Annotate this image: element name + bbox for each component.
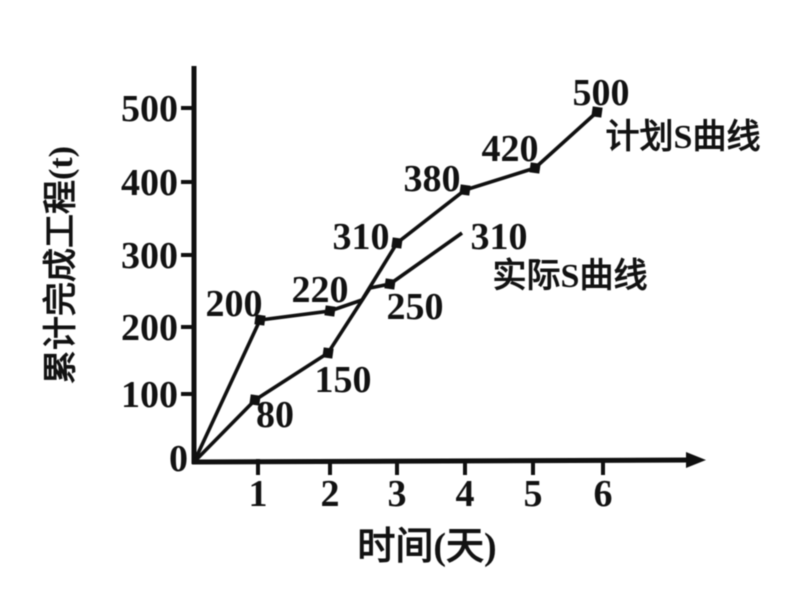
origin-label: 0: [169, 438, 188, 480]
data-point-label: 310: [333, 216, 390, 258]
data-point-marker: [249, 394, 261, 406]
data-point-marker: [254, 314, 266, 326]
data-point-label: 310: [471, 216, 528, 258]
x-tick-label: 1: [249, 473, 268, 515]
data-point-marker: [591, 106, 603, 118]
y-tick-label: 100: [121, 374, 178, 416]
x-tick-label: 6: [594, 473, 613, 515]
x-tick-label: 2: [321, 473, 340, 515]
y-tick-label: 300: [121, 235, 178, 277]
y-axis-title: 累计完成工程(t): [41, 146, 80, 384]
x-axis-line: [191, 457, 693, 465]
planned-s-curve-line: [192, 110, 599, 463]
x-tick-label: 4: [456, 473, 475, 515]
planned-curve-name-label: 计划S曲线: [606, 118, 761, 156]
y-tick-label: 500: [121, 88, 178, 130]
data-point-label: 150: [315, 359, 372, 401]
data-point-marker: [459, 184, 471, 196]
actual-curve-name-label: 实际S曲线: [493, 257, 648, 295]
data-point-marker: [384, 278, 396, 290]
y-tick-label: 400: [121, 162, 178, 204]
data-point-label: 250: [387, 286, 444, 328]
y-tick-label: 200: [121, 307, 178, 349]
data-point-marker: [322, 347, 334, 359]
data-point-label: 80: [256, 394, 294, 436]
x-axis-arrow-icon: [686, 452, 706, 468]
data-point-label: 500: [573, 72, 630, 114]
data-point-label: 420: [482, 128, 539, 170]
data-point-label: 200: [206, 283, 263, 325]
data-point-label: 220: [292, 269, 349, 311]
data-point-marker: [324, 305, 336, 317]
x-tick-label: 3: [388, 473, 407, 515]
x-axis-title: 时间(天): [357, 526, 496, 568]
data-point-marker: [529, 162, 541, 174]
actual-s-curve-line: [192, 231, 464, 464]
data-point-label: 380: [404, 158, 461, 200]
x-tick-label: 5: [524, 473, 543, 515]
data-point-marker: [391, 237, 403, 249]
